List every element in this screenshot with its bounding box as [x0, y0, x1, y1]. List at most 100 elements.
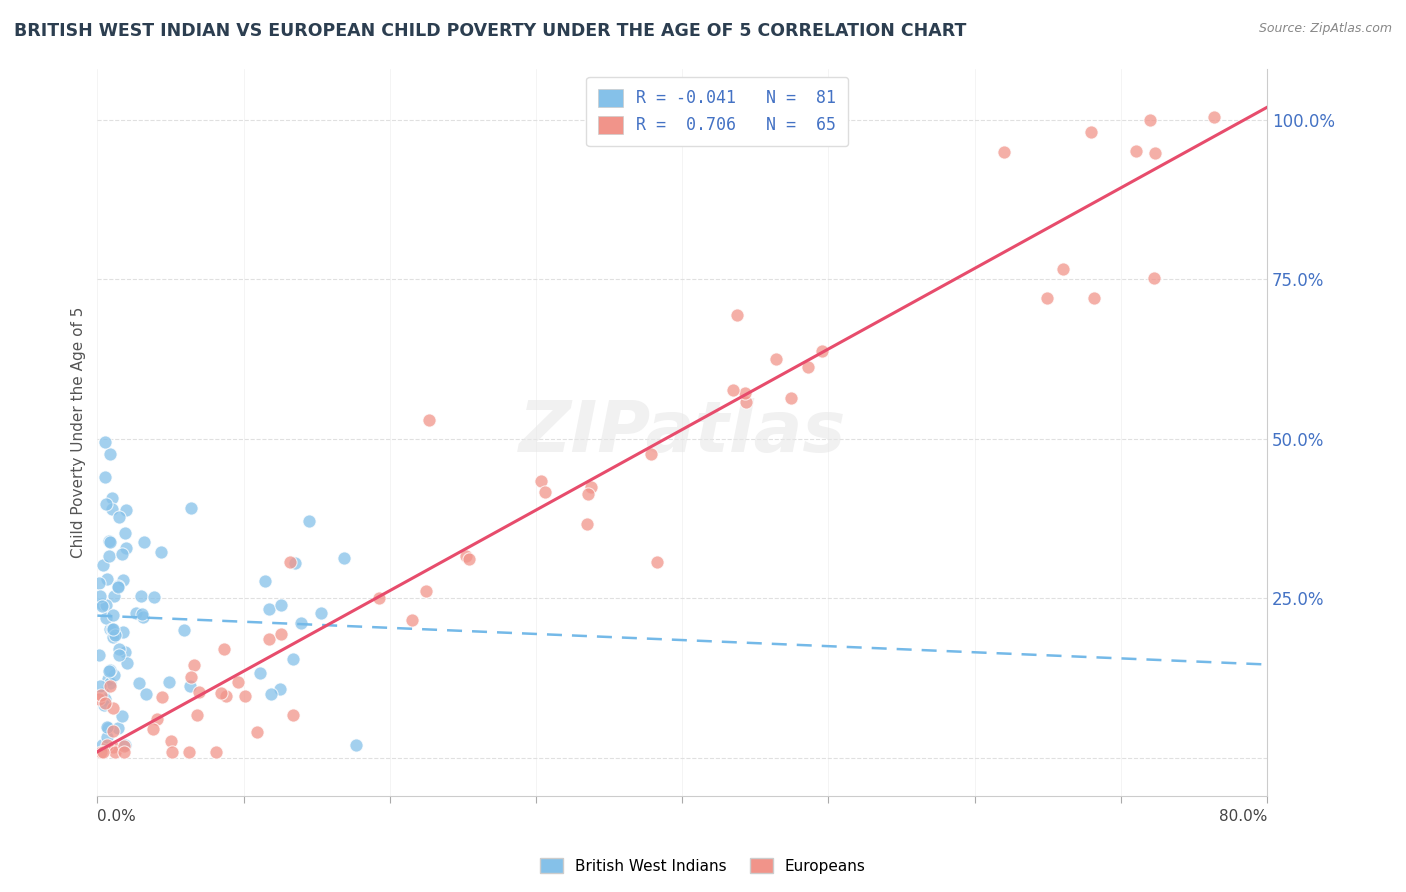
- Point: [135, 687, 157, 701]
- Point: [101, 622, 124, 636]
- Point: [101, 622, 124, 636]
- Point: [101, 608, 124, 623]
- Point: [125, 606, 148, 620]
- Point: [111, 547, 134, 561]
- Point: [1202, 111, 1225, 125]
- Point: [90, 745, 112, 759]
- Point: [246, 724, 269, 739]
- Point: [1035, 291, 1057, 305]
- Point: [576, 487, 599, 501]
- Point: [101, 700, 124, 714]
- Point: [1125, 144, 1147, 158]
- Point: [91, 558, 114, 572]
- Point: [94, 435, 117, 450]
- Text: BRITISH WEST INDIAN VS EUROPEAN CHILD POVERTY UNDER THE AGE OF 5 CORRELATION CHA: BRITISH WEST INDIAN VS EUROPEAN CHILD PO…: [14, 22, 966, 40]
- Point: [115, 502, 138, 516]
- Point: [1080, 125, 1102, 139]
- Point: [146, 712, 169, 726]
- Point: [226, 674, 249, 689]
- Y-axis label: Child Poverty Under the Age of 5: Child Poverty Under the Age of 5: [72, 307, 86, 558]
- Point: [257, 601, 280, 615]
- Point: [269, 681, 291, 696]
- Point: [108, 648, 131, 663]
- Point: [162, 745, 184, 759]
- Point: [575, 516, 598, 531]
- Point: [104, 626, 127, 640]
- Point: [579, 480, 602, 494]
- Text: ZIPatlas: ZIPatlas: [519, 398, 846, 467]
- Point: [114, 739, 136, 753]
- Point: [177, 745, 200, 759]
- Point: [215, 689, 238, 703]
- Point: [281, 708, 304, 723]
- Text: 80.0%: 80.0%: [1219, 809, 1267, 824]
- Point: [111, 708, 134, 723]
- Point: [458, 551, 481, 566]
- Point: [179, 679, 201, 693]
- Point: [344, 739, 367, 753]
- Point: [183, 658, 205, 673]
- Point: [103, 630, 125, 644]
- Point: [93, 470, 115, 484]
- Point: [298, 514, 321, 528]
- Point: [101, 502, 124, 516]
- Point: [114, 645, 136, 659]
- Point: [132, 610, 155, 624]
- Point: [89, 679, 111, 693]
- Point: [1083, 291, 1105, 305]
- Point: [173, 624, 195, 638]
- Point: [103, 589, 125, 603]
- Point: [97, 672, 120, 686]
- Point: [640, 447, 662, 461]
- Point: [721, 383, 744, 397]
- Point: [103, 740, 125, 755]
- Point: [534, 484, 557, 499]
- Point: [418, 413, 440, 427]
- Point: [270, 627, 292, 641]
- Point: [1144, 146, 1167, 161]
- Point: [94, 599, 117, 613]
- Point: [401, 613, 423, 627]
- Point: [89, 648, 111, 663]
- Point: [270, 599, 292, 613]
- Point: [204, 745, 226, 759]
- Point: [100, 491, 122, 505]
- Point: [98, 663, 121, 677]
- Point: [98, 679, 121, 693]
- Point: [180, 670, 202, 684]
- Text: Source: ZipAtlas.com: Source: ZipAtlas.com: [1258, 22, 1392, 36]
- Point: [160, 734, 183, 748]
- Point: [260, 688, 283, 702]
- Point: [98, 676, 121, 690]
- Point: [128, 676, 150, 690]
- Point: [90, 739, 112, 753]
- Point: [101, 724, 124, 739]
- Point: [257, 632, 280, 646]
- Point: [96, 572, 118, 586]
- Point: [104, 745, 127, 759]
- Point: [993, 145, 1015, 159]
- Point: [647, 555, 669, 569]
- Point: [94, 696, 117, 710]
- Point: [765, 352, 787, 367]
- Point: [727, 308, 749, 322]
- Point: [94, 611, 117, 625]
- Point: [734, 386, 756, 401]
- Point: [96, 738, 118, 752]
- Point: [98, 664, 121, 678]
- Point: [91, 686, 114, 700]
- Point: [90, 688, 112, 702]
- Point: [87, 575, 110, 590]
- Point: [93, 698, 115, 712]
- Point: [367, 591, 389, 606]
- Legend: R = -0.041   N =  81, R =  0.706   N =  65: R = -0.041 N = 81, R = 0.706 N = 65: [586, 77, 848, 146]
- Point: [131, 607, 153, 622]
- Point: [142, 722, 165, 736]
- Point: [90, 597, 112, 611]
- Point: [278, 555, 301, 569]
- Point: [530, 474, 553, 488]
- Point: [281, 652, 304, 666]
- Point: [91, 745, 114, 759]
- Point: [98, 622, 121, 636]
- Point: [115, 656, 138, 670]
